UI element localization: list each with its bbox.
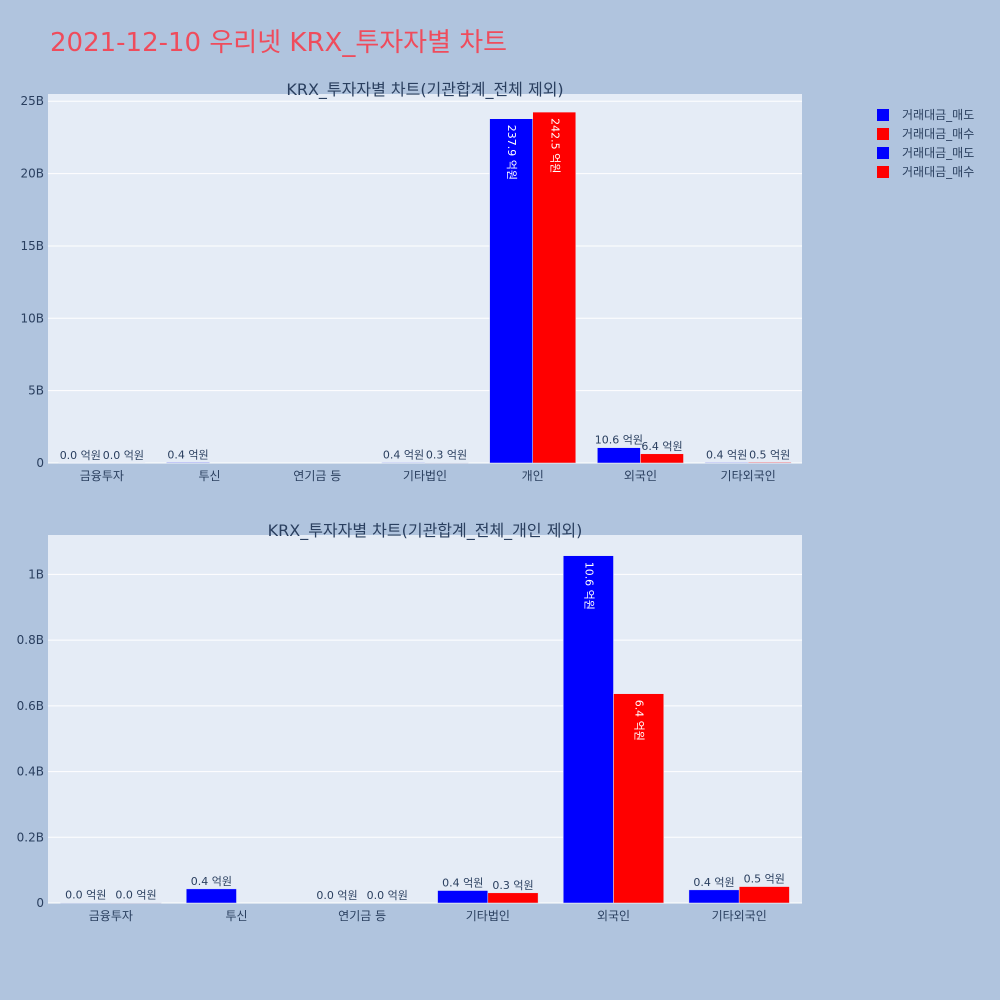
bar xyxy=(101,462,146,464)
legend-swatch xyxy=(877,147,889,159)
legend-item: 거래대금_매도 xyxy=(902,108,974,122)
y-tick-label: 0.8B xyxy=(17,633,44,647)
bar-label: 0.0 억원 xyxy=(65,889,106,902)
bar-label: 0.3 억원 xyxy=(426,449,467,462)
x-tick-label: 기타외국인 xyxy=(721,469,776,483)
bar xyxy=(704,462,749,464)
legend-item: 거래대금_매도 xyxy=(902,146,974,160)
y-tick-label: 25B xyxy=(20,94,44,108)
bar-label: 0.4 억원 xyxy=(706,448,747,461)
bar-label: 10.6 억원 xyxy=(595,434,643,447)
legend-item: 거래대금_매수 xyxy=(902,127,974,141)
bar-label: 0.0 억원 xyxy=(115,889,156,902)
x-tick-label: 기타법인 xyxy=(466,909,510,923)
bar-label: 242.5 억원 xyxy=(548,118,561,173)
chart-1: 0 5B 10B 15B 20B 25B KRX_투자자별 차트(기관합계_전체 제외) 금융… xyxy=(20,80,802,483)
y-tick-label: 0.4B xyxy=(17,765,44,779)
bar xyxy=(60,902,112,904)
bar xyxy=(166,462,210,464)
plot-background xyxy=(48,535,802,903)
bar xyxy=(424,462,469,464)
bar-label: 0.3 억원 xyxy=(492,879,533,892)
bar-label: 0.4 억원 xyxy=(167,448,208,461)
bar xyxy=(613,693,665,904)
bar-label: 0.5 억원 xyxy=(749,448,790,461)
bar xyxy=(437,890,489,904)
x-tick-label: 연기금 등 xyxy=(338,909,386,923)
bar xyxy=(640,453,684,464)
bar-label: 0.4 억원 xyxy=(383,448,424,461)
x-tick-label: 기타외국인 xyxy=(712,909,767,923)
bar xyxy=(58,462,103,464)
x-tick-label: 금융투자 xyxy=(89,909,133,923)
y-tick-label: 0 xyxy=(36,456,44,470)
y-tick-label: 0.6B xyxy=(17,699,44,713)
bar xyxy=(110,902,162,904)
bar-label: 6.4 억원 xyxy=(641,440,682,453)
bar-label: 6.4 억원 xyxy=(633,700,646,741)
bar xyxy=(381,462,426,464)
bar xyxy=(738,886,790,904)
bar-label: 0.4 억원 xyxy=(442,877,483,890)
legend-swatch xyxy=(877,128,889,140)
bar xyxy=(562,555,614,904)
y-tick-label: 0 xyxy=(36,896,44,910)
chart-title: KRX_투자자별 차트(기관합계_전체_개인 제외) xyxy=(268,521,583,541)
legend-swatch xyxy=(877,166,889,178)
x-tick-label: 투신 xyxy=(225,909,247,923)
x-tick-label: 개인 xyxy=(522,469,544,483)
y-tick-label: 20B xyxy=(20,167,44,181)
x-tick-label: 기타법인 xyxy=(403,469,447,483)
x-tick-label: 외국인 xyxy=(597,909,630,923)
bar-label: 10.6 억원 xyxy=(582,562,595,610)
bar xyxy=(747,462,792,464)
x-tick-label: 외국인 xyxy=(624,469,657,483)
bar xyxy=(185,888,237,904)
legend-swatch xyxy=(877,109,889,121)
main-title: 2021-12-10 우리넷 KRX_투자자별 차트 xyxy=(50,28,508,58)
bar-label: 237.9 억원 xyxy=(505,125,518,180)
x-tick-label: 금융투자 xyxy=(80,469,124,483)
y-tick-label: 5B xyxy=(28,384,44,398)
bar-label: 0.0 억원 xyxy=(103,449,144,462)
bar xyxy=(487,892,539,904)
x-tick-label: 투신 xyxy=(199,469,221,483)
plot-background xyxy=(48,94,802,463)
bar-label: 0.0 억원 xyxy=(316,889,357,902)
bar-label: 0.0 억원 xyxy=(367,889,408,902)
bar xyxy=(532,111,577,464)
bar xyxy=(597,447,641,464)
chart-2: 0 0.2B 0.4B 0.6B 0.8B 1B KRX_투자자별 차트(기관합계_전체_개… xyxy=(17,521,802,923)
bar xyxy=(688,889,740,904)
y-tick-label: 0.2B xyxy=(17,830,44,844)
chart-title: KRX_투자자별 차트(기관합계_전체 제외) xyxy=(286,80,563,100)
x-tick-label: 연기금 등 xyxy=(293,469,341,483)
bar-label: 0.4 억원 xyxy=(693,876,734,889)
bar-label: 0.4 억원 xyxy=(191,875,232,888)
y-tick-label: 15B xyxy=(20,239,44,253)
bar-label: 0.5 억원 xyxy=(744,873,785,886)
legend-item: 거래대금_매수 xyxy=(902,165,974,179)
y-tick-label: 10B xyxy=(20,311,44,325)
bar-label: 0.0 억원 xyxy=(60,449,101,462)
y-tick-label: 1B xyxy=(28,567,44,581)
